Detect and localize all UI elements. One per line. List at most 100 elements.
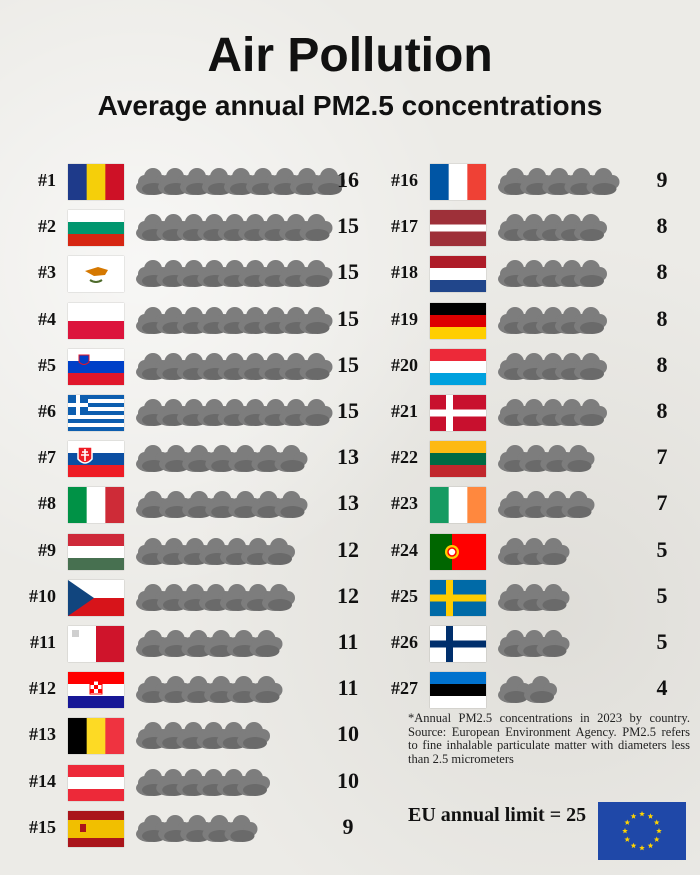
hungary-flag-icon — [68, 533, 124, 570]
star-icon — [624, 819, 631, 825]
value-label: 5 — [656, 629, 668, 654]
finland-flag-icon — [430, 626, 486, 662]
star-icon — [647, 842, 654, 849]
rank-label: #3 — [38, 262, 56, 283]
value-label: 13 — [337, 490, 359, 516]
cloud-bar — [136, 214, 333, 242]
sweden-flag-icon — [430, 579, 486, 616]
rank-label: #12 — [29, 678, 56, 699]
cloud-bar — [498, 630, 570, 657]
greece-flag-icon — [68, 395, 124, 431]
star-icon — [630, 842, 637, 849]
value-label: 7 — [656, 444, 668, 470]
country-row: #12 11 — [18, 670, 378, 710]
rank-label: #23 — [391, 493, 418, 514]
czechia-flag-icon — [68, 579, 124, 616]
value-label: 8 — [656, 398, 668, 423]
cloud-bar — [498, 583, 570, 611]
country-row: #15 9 — [18, 809, 378, 849]
value-label: 15 — [337, 259, 359, 285]
rank-label: #19 — [391, 308, 418, 329]
star-icon — [653, 836, 660, 842]
country-row: #21 8 — [380, 393, 690, 433]
star-icon — [630, 813, 637, 819]
country-row: #5 — [18, 347, 378, 387]
country-row: #3 — [18, 254, 378, 294]
cloud-bar — [498, 399, 607, 426]
ireland-flag-icon — [430, 487, 486, 524]
country-row: #10 1 — [18, 578, 378, 618]
rank-label: #22 — [391, 447, 418, 468]
value-label: 8 — [656, 305, 668, 331]
value-label: 15 — [337, 351, 359, 377]
cloud-bar — [498, 445, 595, 473]
chart-title: Air Pollution — [207, 29, 493, 82]
bulgaria-flag-icon — [68, 210, 124, 247]
cloud-bar — [498, 537, 570, 565]
cloud-bar — [136, 491, 308, 519]
rank-label: #24 — [391, 539, 418, 560]
rank-label: #1 — [38, 170, 56, 190]
germany-flag-icon — [430, 302, 486, 339]
rank-label: #21 — [391, 401, 418, 421]
country-row: #7 13 — [18, 439, 378, 479]
country-row: #23 7 — [380, 485, 690, 525]
rank-label: #11 — [29, 632, 56, 652]
cloud-bar — [136, 168, 345, 195]
eu-limit-label: EU annual limit = 25 — [408, 804, 587, 826]
cloud-bar — [136, 445, 308, 473]
country-row: #13 10 — [18, 716, 378, 756]
country-row: #2 — [18, 208, 378, 248]
austria-flag-icon — [68, 764, 124, 801]
value-label: 12 — [337, 536, 359, 562]
star-icon — [624, 836, 631, 842]
country-row: #1 — [18, 162, 378, 202]
portugal-flag-icon — [430, 533, 486, 570]
latvia-flag-icon — [430, 210, 486, 247]
value-label: 12 — [337, 582, 359, 608]
value-label: 9 — [342, 813, 354, 839]
star-icon — [639, 811, 645, 817]
luxembourg-flag-icon — [430, 348, 486, 385]
value-label: 10 — [337, 767, 359, 793]
slovenia-flag-icon — [68, 348, 124, 385]
rank-label: #26 — [391, 632, 418, 652]
rank-label: #25 — [391, 585, 418, 606]
country-row: #8 13 — [18, 485, 378, 525]
cloud-bar — [136, 630, 283, 657]
country-row: #25 5 — [380, 578, 690, 618]
country-row: #9 12 — [18, 532, 378, 572]
france-flag-icon — [430, 164, 486, 200]
rank-label: #17 — [391, 216, 418, 237]
rank-label: #7 — [38, 447, 56, 468]
country-row: #22 7 — [380, 439, 690, 479]
cloud-bar — [498, 260, 607, 288]
country-row: #20 8 — [380, 347, 690, 387]
spain-flag-icon — [68, 810, 124, 847]
star-icon — [653, 819, 660, 825]
star-icon — [656, 828, 662, 834]
cloud-bar — [498, 168, 620, 195]
croatia-flag-icon — [68, 672, 124, 709]
value-label: 13 — [337, 444, 359, 470]
rank-label: #20 — [391, 354, 418, 375]
chart-subtitle: Average annual PM2.5 concentrations — [97, 90, 603, 121]
cloud-bar — [136, 306, 333, 334]
belgium-flag-icon — [68, 718, 124, 755]
country-row: #19 8 — [380, 301, 690, 341]
star-icon — [622, 828, 628, 834]
cloud-bar — [498, 352, 607, 380]
netherlands-flag-icon — [430, 256, 486, 293]
value-label: 5 — [656, 582, 668, 608]
value-label: 8 — [656, 213, 668, 239]
country-row: #17 8 — [380, 208, 690, 248]
value-label: 15 — [337, 213, 359, 239]
value-label: 15 — [337, 305, 359, 331]
value-label: 8 — [656, 351, 668, 377]
malta-flag-icon — [68, 626, 124, 662]
rank-label: #4 — [38, 308, 56, 329]
rank-label: #14 — [29, 770, 56, 791]
lithuania-flag-icon — [430, 441, 486, 478]
cloud-bar — [498, 676, 557, 704]
rank-label: #16 — [391, 170, 418, 190]
